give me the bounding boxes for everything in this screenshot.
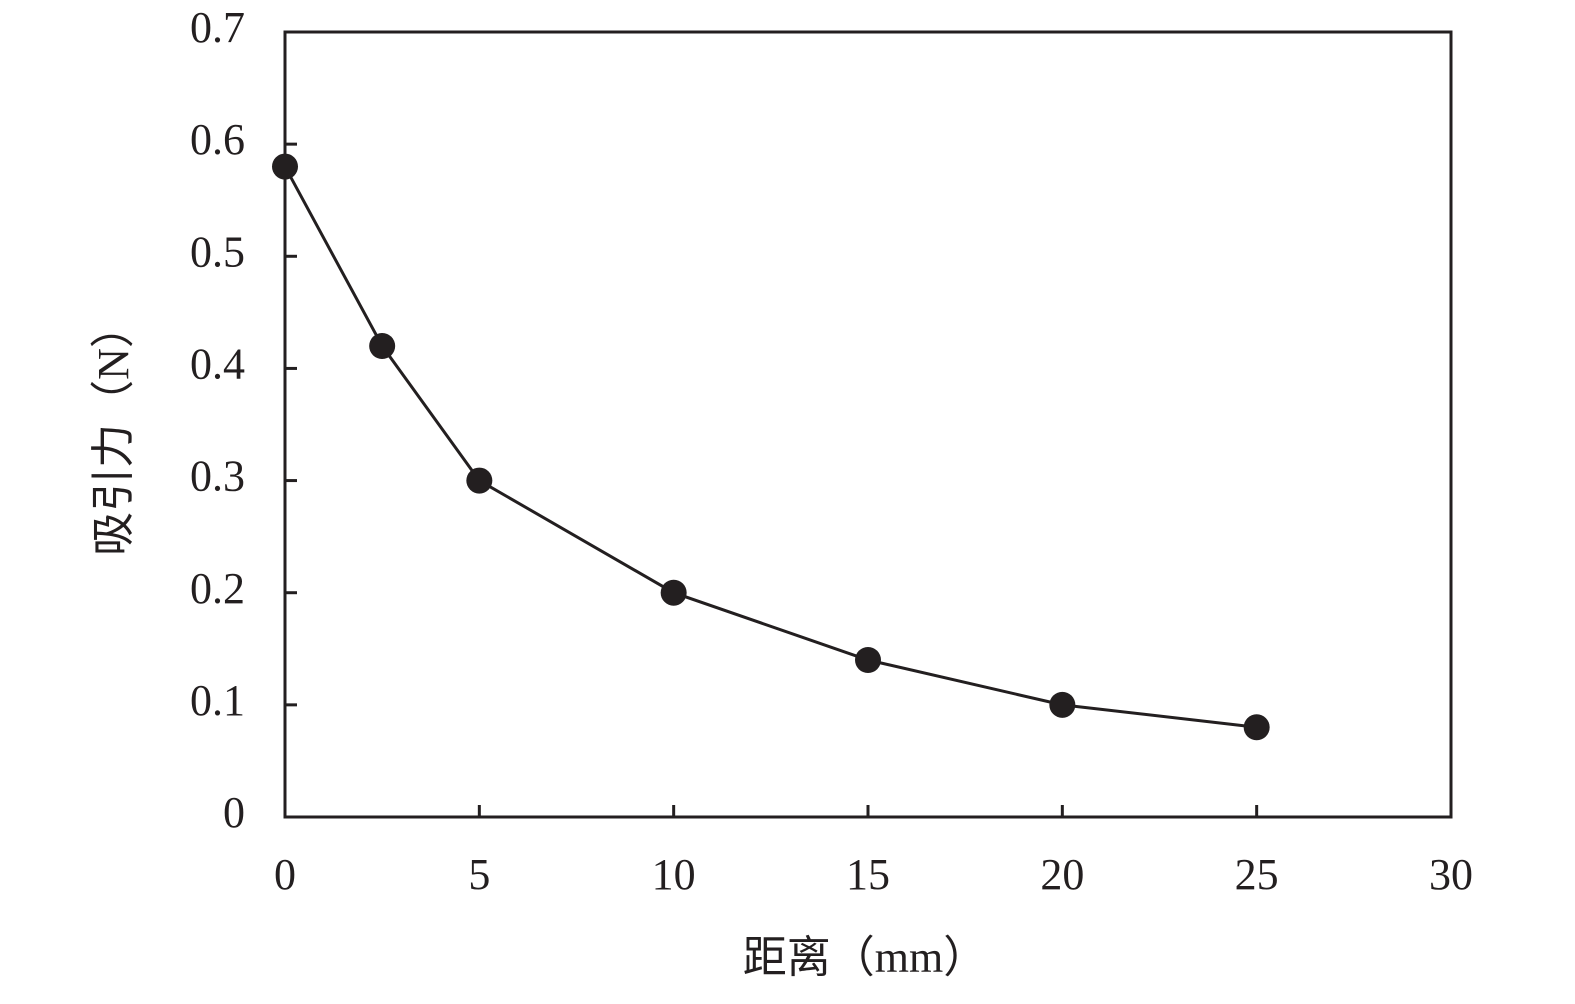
x-tick-label: 0 bbox=[274, 850, 296, 899]
data-point bbox=[1243, 714, 1270, 741]
data-point bbox=[369, 333, 396, 359]
x-tick-label: 20 bbox=[1040, 850, 1084, 899]
data-line bbox=[283, 165, 1257, 729]
y-tick-label: 0.6 bbox=[190, 115, 245, 164]
x-tick-label: 5 bbox=[468, 850, 490, 899]
data-point bbox=[855, 647, 881, 673]
x-axis-label: 距离（mm） bbox=[743, 933, 987, 982]
data-point bbox=[466, 467, 493, 494]
y-tick-label: 0 bbox=[223, 788, 245, 837]
y-axis-label: 吸引力（N） bbox=[89, 304, 138, 556]
y-tick-label: 0.1 bbox=[190, 676, 245, 725]
plot-frame bbox=[283, 30, 1453, 819]
x-tick-label: 10 bbox=[652, 850, 696, 899]
y-tick-label: 0.5 bbox=[190, 227, 245, 276]
y-tick-label: 0.7 bbox=[190, 3, 245, 52]
y-tick-label: 0.3 bbox=[190, 452, 245, 501]
data-point bbox=[660, 579, 687, 606]
data-point bbox=[1049, 691, 1076, 718]
data-point bbox=[272, 153, 298, 180]
x-tick-label: 15 bbox=[846, 850, 890, 899]
y-tick-label: 0.4 bbox=[190, 340, 245, 389]
y-tick-label: 0.2 bbox=[190, 564, 245, 613]
x-tick-label: 30 bbox=[1429, 850, 1473, 899]
x-tick-label: 25 bbox=[1235, 850, 1279, 899]
